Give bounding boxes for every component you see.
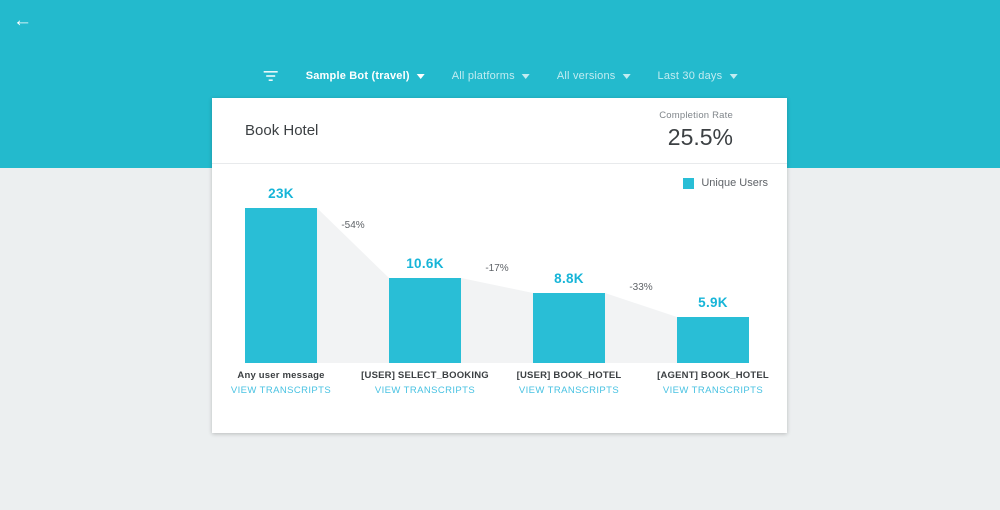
bot-selector-label: Sample Bot (travel) — [305, 70, 410, 82]
versions-label: All versions — [556, 70, 616, 82]
bar-value-label: 23K — [268, 186, 294, 201]
filter-bar: Sample Bot (travel) All platforms All ve… — [263, 64, 738, 88]
step-label: [USER] BOOK_HOTEL VIEW TRANSCRIPTS — [484, 370, 654, 396]
view-transcripts-link[interactable]: VIEW TRANSCRIPTS — [374, 385, 476, 396]
completion-rate-value: 25.5% — [667, 124, 733, 150]
intent-funnel-card: Book Hotel Completion Rate 25.5% Unique … — [212, 98, 787, 433]
funnel-connector — [461, 278, 533, 363]
step-label: [USER] SELECT_BOOKING VIEW TRANSCRIPTS — [340, 370, 510, 396]
step-name: [USER] SELECT_BOOKING — [361, 370, 489, 381]
funnel-bar[interactable] — [245, 208, 317, 363]
legend-swatch — [683, 177, 695, 189]
platforms-label: All platforms — [451, 70, 515, 82]
drop-percentage-label: -33% — [629, 282, 653, 293]
versions-dropdown[interactable]: All versions — [557, 70, 631, 82]
chevron-down-icon — [729, 73, 738, 79]
chart-legend: Unique Users — [683, 177, 768, 189]
date-range-label: Last 30 days — [657, 70, 723, 82]
date-range-dropdown[interactable]: Last 30 days — [658, 70, 738, 82]
step-name: Any user message — [237, 370, 325, 381]
chevron-down-icon — [521, 73, 530, 79]
funnel-bar[interactable] — [677, 317, 749, 363]
bar-value-label: 10.6K — [406, 256, 444, 271]
chevron-down-icon — [622, 73, 631, 79]
step-name: [AGENT] BOOK_HOTEL — [657, 370, 769, 381]
completion-rate-label: Completion Rate — [659, 110, 733, 121]
step-label: Any user message VIEW TRANSCRIPTS — [212, 370, 366, 396]
funnel-chart: 23K Any user message VIEW TRANSCRIPTS -54% 1… — [212, 165, 787, 396]
step-label: [AGENT] BOOK_HOTEL VIEW TRANSCRIPTS — [628, 370, 787, 396]
completion-rate-block: Completion Rate 25.5% — [659, 110, 733, 151]
view-transcripts-link[interactable]: VIEW TRANSCRIPTS — [518, 385, 620, 396]
legend-label: Unique Users — [701, 177, 768, 189]
view-transcripts-link[interactable]: VIEW TRANSCRIPTS — [662, 385, 764, 396]
step-name: [USER] BOOK_HOTEL — [516, 370, 622, 381]
platforms-dropdown[interactable]: All platforms — [452, 70, 530, 82]
filter-list-icon[interactable] — [263, 70, 279, 82]
funnel-connectors — [317, 208, 677, 363]
intent-title: Book Hotel — [245, 122, 319, 139]
funnel-connector — [317, 208, 389, 363]
drop-percentage-label: -17% — [485, 262, 509, 274]
back-arrow-icon[interactable]: ← — [13, 10, 32, 31]
funnel-connector — [605, 293, 677, 363]
bar-value-label: 8.8K — [554, 271, 584, 286]
funnel-bar[interactable] — [533, 293, 605, 363]
card-header: Book Hotel Completion Rate 25.5% — [212, 98, 787, 164]
funnel-bar[interactable] — [389, 278, 461, 363]
drop-percentage-label: -54% — [341, 220, 365, 231]
bar-value-label: 5.9K — [698, 295, 728, 310]
chevron-down-icon — [416, 73, 425, 79]
view-transcripts-link[interactable]: VIEW TRANSCRIPTS — [230, 385, 332, 396]
bot-selector-dropdown[interactable]: Sample Bot (travel) — [306, 70, 425, 82]
